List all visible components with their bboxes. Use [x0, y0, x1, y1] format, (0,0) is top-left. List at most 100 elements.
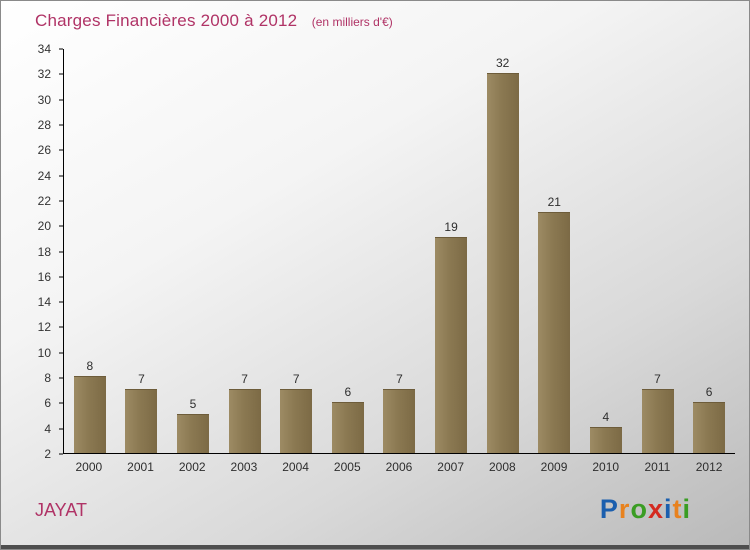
y-tick-label: 26	[37, 143, 51, 158]
x-axis-label: 2011	[644, 460, 671, 474]
bar-value-label: 7	[241, 371, 248, 386]
y-tick-mark	[59, 453, 63, 455]
bar	[693, 401, 726, 453]
bar-slot: 19	[425, 49, 477, 453]
page-subtitle: (en milliers d'€)	[311, 15, 393, 29]
bar-value-label: 19	[444, 220, 458, 235]
y-tick-label: 14	[37, 295, 51, 310]
y-tick-mark	[59, 48, 63, 50]
bar-slot: 7	[116, 49, 168, 453]
y-tick-label: 12	[37, 320, 51, 335]
bottom-strip	[1, 545, 749, 549]
bar-value-label: 7	[292, 371, 300, 386]
logo-letter: r	[618, 494, 631, 524]
y-tick-mark	[59, 326, 63, 328]
bar-slot: 7	[374, 49, 426, 453]
x-axis-label: 2009	[540, 460, 568, 474]
bar	[589, 426, 622, 453]
bar-value-label: 8	[86, 359, 94, 374]
y-tick-label: 2	[44, 447, 51, 461]
y-tick-label: 32	[37, 67, 51, 82]
y-tick-label: 20	[37, 219, 51, 234]
bar-value-label: 5	[189, 397, 197, 412]
x-axis-label: 2004	[282, 460, 309, 474]
y-tick-label: 16	[37, 269, 51, 284]
bars: 8 7 5 7 7 6 7 19 32 21 4 7 6	[64, 49, 735, 453]
x-axis-label: 2008	[488, 460, 516, 474]
bar-slot: 7	[270, 49, 322, 453]
bar-slot: 4	[580, 49, 632, 453]
y-tick-label: 34	[37, 42, 51, 56]
y-tick-mark	[59, 225, 63, 227]
logo-letter: x	[647, 494, 664, 524]
x-axis-label: 2001	[127, 460, 154, 474]
bar-slot: 32	[477, 49, 529, 453]
title-row: Charges Financières 2000 à 2012 (en mill…	[35, 11, 729, 31]
bar-value-label: 7	[654, 371, 661, 386]
x-axis-label: 2010	[592, 460, 620, 474]
y-tick-mark	[59, 175, 63, 177]
x-axis-label: 2000	[75, 460, 103, 474]
bar	[177, 414, 210, 453]
bar-slot: 6	[322, 49, 374, 453]
logo-letter: t	[672, 494, 683, 524]
y-tick-label: 6	[44, 396, 51, 411]
bar	[228, 388, 261, 453]
bar-value-label: 6	[344, 384, 352, 399]
bar	[538, 212, 571, 453]
y-tick-label: 28	[37, 117, 51, 132]
y-tick-mark	[59, 251, 63, 252]
y-tick-mark	[59, 99, 63, 101]
y-tick-mark	[59, 200, 63, 202]
x-axis-label: 2003	[230, 460, 258, 474]
logo-letter: i	[663, 494, 673, 524]
bar	[73, 376, 106, 453]
x-axis-label: 2007	[437, 460, 464, 474]
bar-value-label: 4	[602, 409, 610, 424]
y-tick-mark	[59, 124, 63, 126]
y-tick-label: 18	[37, 244, 51, 259]
x-axis-label: 2012	[695, 460, 723, 474]
y-tick-label: 24	[37, 168, 51, 183]
x-axis-label: 2005	[333, 460, 361, 474]
bar-slot: 6	[683, 49, 735, 453]
bar-slot: 5	[167, 49, 219, 453]
y-tick-mark	[59, 149, 63, 151]
y-tick-label: 30	[37, 92, 51, 107]
bar	[125, 388, 158, 453]
bar-slot: 7	[632, 49, 684, 453]
y-tick-mark	[59, 301, 63, 303]
bar-value-label: 6	[705, 384, 713, 399]
bar	[331, 401, 364, 453]
bar	[280, 388, 313, 453]
proxiti-logo[interactable]: Proxiti	[600, 494, 691, 525]
y-tick-label: 4	[44, 421, 51, 436]
bar-slot: 21	[528, 49, 580, 453]
y-tick-mark	[59, 377, 63, 379]
plot-area: 8 7 5 7 7 6 7 19 32 21 4 7 6	[63, 49, 735, 454]
logo-letter: i	[682, 494, 691, 524]
x-axis-labels: 2000 2001 2002 2003 2004 2005 2006 2007 2008 2009…	[63, 460, 735, 478]
y-axis: 2 4 6 8 10 12 14 16 18 20 22 24 26 28 30 32 34	[1, 42, 63, 461]
bar	[435, 237, 468, 453]
logo-letter: o	[630, 494, 648, 524]
y-tick-label: 22	[37, 193, 51, 208]
bar	[486, 73, 519, 453]
logo-letter: P	[599, 494, 619, 524]
x-axis-label: 2002	[178, 460, 206, 474]
y-tick-label: 8	[44, 371, 51, 386]
y-tick-mark	[59, 428, 63, 430]
bar	[641, 388, 674, 453]
bar	[383, 388, 416, 453]
x-axis-label: 2006	[385, 460, 413, 474]
page-title: Charges Financières 2000 à 2012	[35, 11, 298, 30]
company-name: JAYAT	[35, 500, 88, 520]
bar-value-label: 32	[496, 56, 510, 71]
bar-value-label: 7	[138, 371, 145, 386]
bar-slot: 7	[219, 49, 271, 453]
y-tick-mark	[59, 402, 63, 404]
bar-value-label: 7	[396, 371, 403, 386]
y-tick-label: 10	[37, 345, 51, 360]
y-tick-mark	[59, 276, 63, 278]
